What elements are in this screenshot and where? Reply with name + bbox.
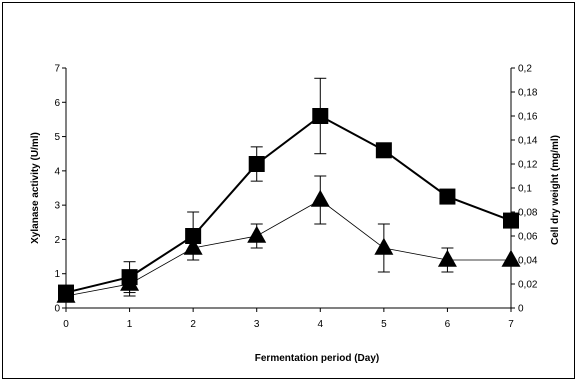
data-point-square: [375, 142, 392, 159]
x-tick-label: 0: [63, 319, 69, 330]
y-right-tick-label: 0,2: [518, 64, 532, 75]
data-point-triangle: [247, 225, 267, 243]
y-right-axis-title: Cell dry weight (mg/ml): [550, 135, 561, 245]
y-left-tick-label: 4: [54, 166, 60, 177]
data-point-triangle: [310, 189, 330, 207]
x-tick-label: 3: [254, 319, 260, 330]
x-tick-label: 7: [508, 319, 514, 330]
data-point-triangle: [374, 237, 394, 255]
y-right-tick-label: 0,02: [518, 280, 538, 291]
lines-group: [65, 114, 512, 297]
x-tick-label: 2: [190, 319, 196, 330]
y-left-tick-label: 6: [54, 98, 60, 109]
y-left-tick-label: 1: [54, 269, 60, 280]
x-tick-label: 1: [127, 319, 133, 330]
data-point-triangle: [501, 249, 521, 267]
data-point-square: [248, 156, 265, 172]
x-tick-label: 6: [445, 319, 451, 330]
y-right-tick-label: 0,18: [518, 88, 538, 99]
markers-group: [56, 108, 521, 303]
y-right-tick-label: 0,1: [518, 184, 532, 195]
y-right-tick-label: 0,12: [518, 160, 538, 171]
x-tick-label: 5: [381, 319, 387, 330]
data-point-square: [439, 188, 456, 205]
series-line-square: [65, 114, 512, 294]
x-axis-title: Fermentation period (Day): [255, 353, 379, 364]
data-point-triangle: [437, 249, 457, 267]
data-point-triangle: [56, 285, 76, 303]
ticks-group: 0 1 2 3 4 5 6 70123456700,020,040,060,080,10,12…: [54, 64, 537, 331]
y-right-tick-label: 0,14: [518, 136, 538, 147]
data-point-square: [312, 108, 329, 124]
y-left-tick-label: 0: [54, 304, 60, 315]
chart-frame: [2, 2, 575, 379]
data-point-square: [503, 212, 519, 229]
y-left-tick-label: 5: [54, 132, 60, 143]
series-line-triangle: [65, 199, 511, 297]
data-point-triangle: [120, 273, 140, 291]
y-left-tick-label: 7: [54, 64, 60, 75]
y-right-tick-label: 0,16: [518, 112, 538, 123]
y-right-tick-label: 0: [518, 304, 524, 315]
y-left-axis-title: Xylanase activity (U/ml): [30, 132, 41, 244]
y-left-tick-label: 3: [54, 201, 60, 212]
y-left-tick-label: 2: [54, 235, 60, 246]
y-right-tick-label: 0,08: [518, 208, 538, 219]
data-point-triangle: [183, 237, 203, 255]
y-right-tick-label: 0,04: [518, 256, 538, 267]
x-tick-label: 4: [318, 319, 324, 330]
y-right-tick-label: 0,06: [518, 232, 538, 243]
data-point-square: [185, 228, 202, 244]
error-bars-group: [123, 77, 454, 297]
